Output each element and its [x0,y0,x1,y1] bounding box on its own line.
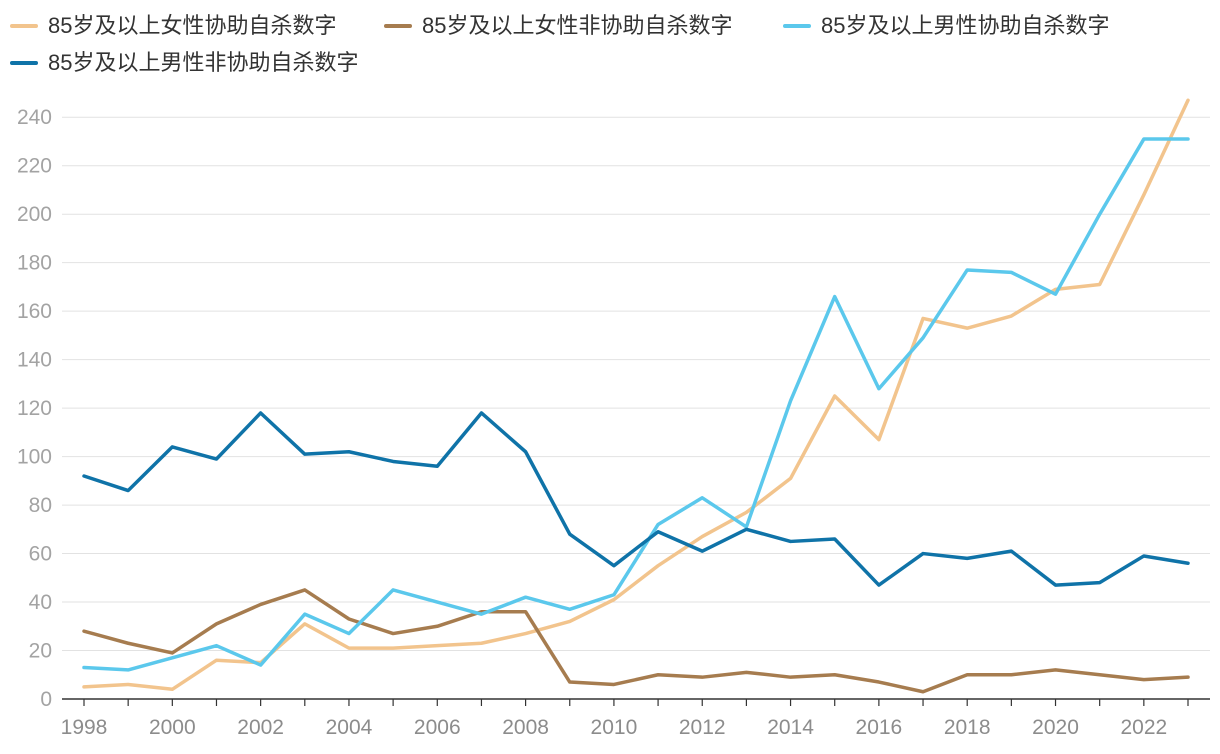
legend-item-female-non-assisted: 85岁及以上女性非协助自杀数字 [384,11,732,41]
legend-item-male-assisted: 85岁及以上男性协助自杀数字 [783,11,1109,41]
y-tick-label: 100 [17,446,52,469]
y-tick-label: 20 [29,640,52,663]
x-tick-label: 2018 [944,716,991,739]
x-tick-label: 2000 [149,716,196,739]
legend-item-male-non-assisted: 85岁及以上男性非协助自杀数字 [10,48,358,78]
series-line-female-assisted [82,98,1190,692]
series-line-female-non-assisted [82,588,1190,694]
y-tick-label: 80 [29,494,52,517]
x-tick-label: 2002 [237,716,284,739]
legend-swatch-female-assisted [10,24,38,28]
y-tick-label: 180 [17,252,52,275]
series-lines [82,98,1190,694]
y-tick-label: 240 [17,106,52,129]
y-tick-label: 220 [17,155,52,178]
y-tick-label: 200 [17,203,52,226]
y-tick-label: 120 [17,397,52,420]
x-tick-label: 2010 [591,716,638,739]
y-tick-label: 160 [17,300,52,323]
x-tick-label: 2016 [856,716,903,739]
x-tick-label: 1998 [61,716,108,739]
legend-label-female-non-assisted: 85岁及以上女性非协助自杀数字 [422,13,733,38]
legend-swatch-female-non-assisted [384,24,412,28]
legend-label-male-non-assisted: 85岁及以上男性非协助自杀数字 [48,50,359,75]
gridlines [62,116,1210,652]
legend-label-female-assisted: 85岁及以上女性协助自杀数字 [48,13,337,38]
axes: 0 20 40 60 80 100 120 140 160 180 200 220 240 1998 200… [17,106,1210,739]
series-line-male-non-assisted [82,411,1190,587]
y-tick-label: 60 [29,543,52,566]
legend: 85岁及以上女性协助自杀数字 85岁及以上女性非协助自杀数字 85岁及以上男性协… [0,0,1220,90]
x-tick-label: 2014 [767,716,814,739]
x-tick-label: 2012 [679,716,726,739]
y-tick-label: 140 [17,349,52,372]
series-line-male-assisted [82,137,1190,672]
x-tick-label: 2008 [502,716,549,739]
x-tick-label: 2004 [326,716,373,739]
legend-label-male-assisted: 85岁及以上男性协助自杀数字 [821,13,1110,38]
y-tick-label: 0 [40,688,52,711]
x-tick-label: 2022 [1120,716,1167,739]
legend-swatch-male-assisted [783,24,811,28]
legend-swatch-male-non-assisted [10,61,38,65]
x-tick-label: 2006 [414,716,461,739]
legend-item-female-assisted: 85岁及以上女性协助自杀数字 [10,11,336,41]
y-tick-label: 40 [29,591,52,614]
x-tick-label: 2020 [1032,716,1079,739]
